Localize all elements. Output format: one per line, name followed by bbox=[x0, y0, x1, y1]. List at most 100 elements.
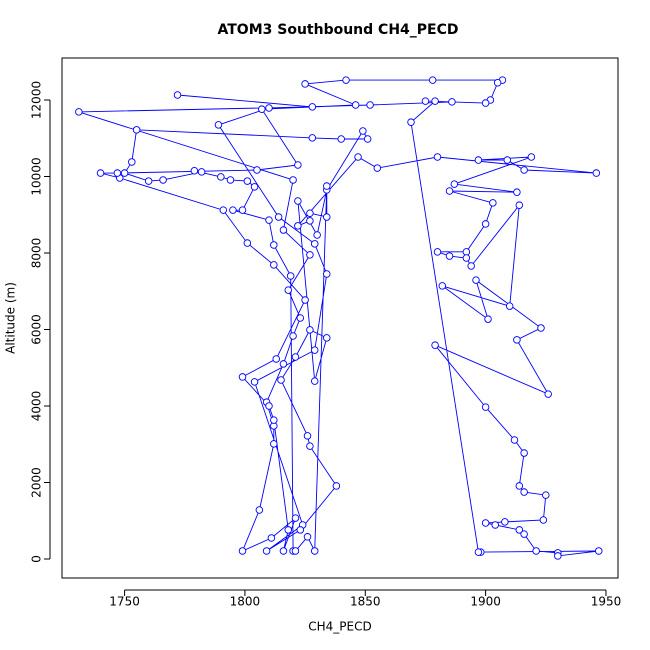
data-point bbox=[515, 201, 524, 209]
data-point bbox=[515, 526, 524, 534]
data-point bbox=[253, 166, 261, 174]
y-tick-label: 0 bbox=[30, 555, 44, 563]
data-point bbox=[481, 220, 490, 228]
data-point bbox=[554, 552, 562, 560]
data-point bbox=[291, 547, 300, 555]
data-point bbox=[229, 206, 237, 214]
data-point bbox=[291, 514, 300, 522]
data-point bbox=[306, 251, 314, 259]
data-point bbox=[279, 547, 288, 555]
data-point bbox=[238, 547, 247, 555]
data-point bbox=[308, 134, 317, 142]
data-point bbox=[462, 254, 471, 262]
data-point bbox=[481, 519, 490, 527]
data-point bbox=[474, 548, 483, 556]
data-point bbox=[515, 482, 524, 490]
data-point bbox=[294, 197, 302, 205]
data-point bbox=[484, 315, 492, 323]
data-point bbox=[363, 135, 372, 143]
data-point bbox=[284, 286, 293, 294]
y-tick-label: 12000 bbox=[30, 81, 44, 119]
data-point bbox=[262, 547, 271, 555]
data-point bbox=[294, 161, 302, 169]
data-point bbox=[428, 76, 437, 84]
data-point bbox=[462, 248, 471, 256]
data-point bbox=[489, 199, 497, 207]
data-point bbox=[532, 547, 540, 555]
y-axis-label: Altitude (m) bbox=[4, 282, 18, 354]
data-point bbox=[310, 346, 319, 354]
data-point bbox=[306, 442, 314, 450]
data-point bbox=[238, 373, 247, 381]
data-point bbox=[501, 518, 509, 526]
data-point bbox=[270, 416, 278, 424]
data-point bbox=[274, 213, 283, 221]
data-point bbox=[366, 101, 374, 109]
data-point bbox=[243, 177, 252, 185]
data-point bbox=[96, 169, 105, 177]
data-point bbox=[448, 98, 456, 106]
data-point bbox=[265, 402, 273, 410]
data-point bbox=[467, 262, 475, 270]
data-point bbox=[265, 104, 273, 112]
data-point bbox=[433, 153, 442, 161]
data-point bbox=[313, 231, 321, 239]
data-point bbox=[270, 440, 278, 448]
data-point bbox=[294, 222, 302, 230]
data-point bbox=[286, 272, 295, 280]
data-point bbox=[351, 101, 360, 109]
chart-title: ATOM3 Southbound CH4_PECD bbox=[218, 22, 459, 38]
data-point bbox=[493, 79, 502, 87]
data-point bbox=[284, 526, 293, 534]
data-point bbox=[197, 168, 206, 176]
data-point bbox=[190, 167, 199, 175]
data-point bbox=[323, 334, 331, 342]
data-point bbox=[513, 336, 521, 344]
data-point bbox=[323, 213, 331, 221]
data-point bbox=[310, 547, 319, 555]
data-point bbox=[431, 341, 439, 349]
data-point bbox=[289, 332, 297, 340]
data-point bbox=[289, 176, 297, 184]
data-point bbox=[173, 91, 182, 99]
data-point bbox=[520, 166, 528, 174]
data-point bbox=[373, 164, 382, 172]
data-point bbox=[159, 176, 167, 184]
data-point bbox=[291, 353, 300, 361]
data-point bbox=[250, 378, 259, 386]
data-point bbox=[301, 296, 309, 304]
data-point bbox=[144, 177, 153, 185]
data-point bbox=[474, 156, 483, 164]
data-point bbox=[481, 403, 490, 411]
data-point bbox=[255, 506, 264, 514]
data-point bbox=[303, 432, 312, 440]
data-point bbox=[520, 488, 528, 496]
data-point bbox=[217, 173, 225, 181]
data-point bbox=[265, 216, 273, 224]
y-tick-label: 4000 bbox=[30, 391, 44, 422]
data-point bbox=[544, 390, 552, 398]
x-tick-label: 1800 bbox=[230, 595, 261, 609]
data-point bbox=[308, 103, 317, 111]
data-point bbox=[238, 206, 247, 214]
data-point bbox=[323, 270, 331, 278]
data-point bbox=[250, 183, 259, 191]
data-point bbox=[279, 360, 288, 368]
data-point bbox=[520, 530, 528, 538]
data-point bbox=[310, 240, 319, 248]
data-point bbox=[243, 239, 252, 247]
data-point bbox=[75, 108, 83, 116]
data-point bbox=[539, 516, 548, 524]
data-point bbox=[301, 80, 309, 88]
data-point bbox=[214, 121, 223, 129]
data-point bbox=[513, 188, 521, 196]
x-tick-label: 1950 bbox=[591, 595, 622, 609]
data-point bbox=[337, 135, 345, 143]
data-point bbox=[594, 547, 603, 555]
x-tick-label: 1850 bbox=[350, 595, 381, 609]
data-point bbox=[472, 276, 480, 284]
data-point bbox=[306, 326, 314, 334]
x-axis-label: CH4_PECD bbox=[308, 620, 371, 634]
data-point bbox=[128, 158, 136, 166]
